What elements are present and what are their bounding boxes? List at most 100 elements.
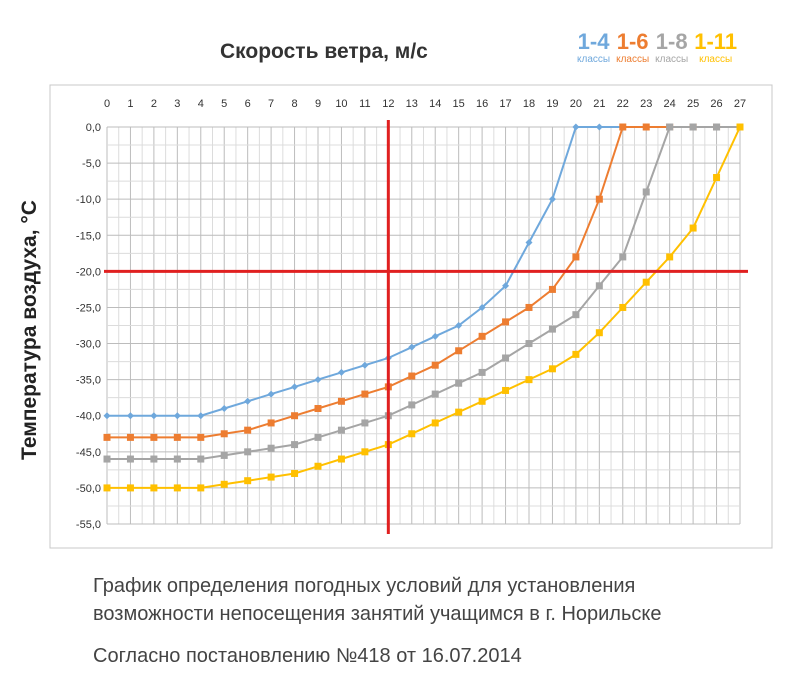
point-1-6 [126, 433, 134, 441]
y-axis-title: Температура воздуха, °C [18, 200, 41, 460]
x-tick-label: 20 [570, 98, 582, 110]
y-tick-label: 0,0 [86, 122, 101, 134]
legend-item-1-11: 1-11 классы [694, 29, 738, 66]
point-1-4 [548, 195, 556, 203]
point-1-6 [314, 405, 322, 413]
point-1-11 [361, 448, 369, 456]
point-1-6 [337, 397, 345, 405]
point-1-8 [173, 455, 181, 463]
point-1-6 [502, 318, 510, 326]
point-1-11 [314, 462, 322, 470]
caption-line-2: возможности непосещения занятий учащимся… [93, 603, 662, 625]
point-1-6 [548, 285, 556, 293]
point-1-11 [455, 408, 463, 416]
point-1-8 [689, 123, 697, 131]
point-1-6 [525, 303, 533, 311]
y-tick-label: -40,0 [76, 411, 101, 423]
point-1-8 [572, 311, 580, 319]
series-line-1-8 [107, 126, 740, 460]
point-1-4 [478, 303, 486, 311]
point-1-4 [244, 397, 252, 405]
point-1-8 [525, 340, 533, 348]
point-1-8 [455, 379, 463, 387]
point-1-11 [197, 484, 205, 492]
x-axis-title: Скорость ветра, м/с [220, 40, 428, 63]
x-tick-label: 16 [476, 98, 488, 110]
point-1-4 [361, 361, 369, 369]
x-tick-label: 27 [734, 98, 746, 110]
x-tick-label: 24 [664, 98, 676, 110]
x-tick-label: 18 [523, 98, 535, 110]
point-1-11 [291, 469, 299, 477]
point-1-6 [595, 195, 603, 203]
point-1-6 [572, 253, 580, 261]
point-1-11 [244, 477, 252, 485]
point-1-4 [220, 405, 228, 413]
y-tick-label: -15,0 [76, 230, 101, 242]
legend-item-1-6: 1-6 классы [616, 29, 650, 66]
legend: 1-4 классы 1-6 классы 1-8 классы 1-11 кл… [577, 29, 743, 66]
point-1-11 [126, 484, 134, 492]
point-1-11 [525, 376, 533, 384]
x-tick-label: 17 [499, 98, 511, 110]
point-1-8 [337, 426, 345, 434]
series-line-1-11 [107, 126, 741, 489]
point-1-4 [150, 412, 158, 420]
caption-line-3: Согласно постановлению №418 от 16.07.201… [93, 645, 522, 667]
point-1-11 [150, 484, 158, 492]
point-1-4 [408, 343, 416, 351]
point-1-8 [291, 441, 299, 449]
x-tick-label: 3 [174, 98, 180, 110]
point-1-8 [431, 390, 439, 398]
legend-label-1-6: 1-6 [616, 29, 649, 54]
x-tick-label: 23 [640, 98, 652, 110]
x-tick-label: 13 [406, 98, 418, 110]
y-tick-label: -55,0 [76, 519, 101, 531]
x-tick-label: 15 [453, 98, 465, 110]
legend-sub-1-6: классы [616, 54, 650, 65]
point-1-4 [173, 412, 181, 420]
y-tick-label: -50,0 [76, 483, 101, 495]
point-1-6 [220, 430, 228, 438]
legend-sub-1-11: классы [699, 54, 733, 65]
y-tick-label: -35,0 [76, 375, 101, 387]
point-1-4 [267, 390, 275, 398]
point-1-11 [736, 123, 744, 131]
point-1-8 [642, 188, 650, 196]
caption-line-1: График определения погодных условий для … [93, 575, 636, 597]
point-1-8 [595, 282, 603, 290]
y-tick-label: -10,0 [76, 194, 101, 206]
point-1-6 [361, 390, 369, 398]
series-line-1-6 [107, 126, 740, 439]
legend-item-1-4: 1-4 классы [577, 30, 610, 66]
point-1-6 [197, 433, 205, 441]
point-1-11 [572, 350, 580, 358]
point-1-4 [103, 412, 111, 420]
point-1-4 [502, 282, 510, 290]
x-tick-label: 5 [221, 98, 227, 110]
x-tick-label: 19 [546, 98, 558, 110]
y-tick-label: -30,0 [76, 339, 101, 351]
x-tick-label: 11 [359, 98, 370, 110]
point-1-6 [408, 372, 416, 380]
point-1-11 [478, 397, 486, 405]
point-1-6 [619, 123, 627, 131]
point-1-4 [291, 383, 299, 391]
x-tick-label: 1 [127, 98, 133, 110]
point-1-11 [173, 484, 181, 492]
point-1-8 [619, 253, 627, 261]
legend-label-1-11: 1-11 [694, 29, 738, 54]
point-1-8 [502, 354, 510, 362]
point-1-4 [314, 376, 322, 384]
y-tick-label: -20,0 [76, 266, 101, 278]
plot-frame [49, 84, 773, 549]
point-1-6 [642, 123, 650, 131]
x-tick-label: 7 [268, 98, 274, 110]
point-1-6 [267, 419, 275, 427]
point-1-4 [595, 123, 603, 131]
point-1-8 [713, 123, 721, 131]
point-1-6 [150, 433, 158, 441]
x-tick-label: 6 [245, 98, 251, 110]
point-1-6 [291, 412, 299, 420]
x-tick-label: 0 [104, 98, 110, 110]
